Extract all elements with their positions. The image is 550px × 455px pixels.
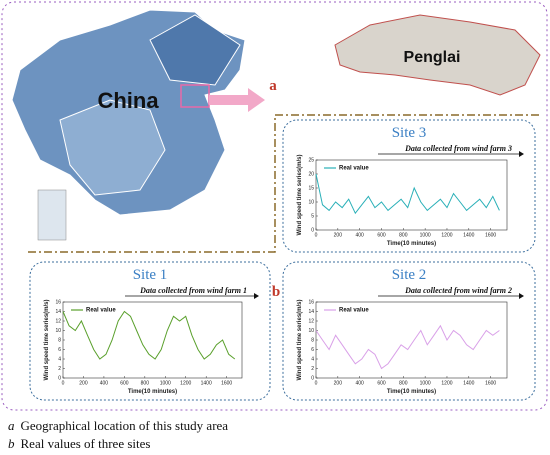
x-tick-label: 1600 — [221, 380, 232, 386]
china-region — [149, 14, 241, 86]
arrow-head — [519, 151, 524, 157]
x-tick-label: 800 — [399, 380, 408, 386]
y-tick-label: 14 — [55, 309, 61, 315]
legend-label: Real value — [86, 308, 116, 314]
caption-text: Real values of three sites — [21, 436, 151, 451]
x-tick-label: 1000 — [160, 380, 171, 386]
x-tick-label: 1000 — [420, 380, 431, 386]
y-tick-label: 0 — [311, 375, 314, 381]
arrow — [209, 88, 265, 112]
annotation: Data collected from wind farm 3 — [404, 144, 512, 153]
x-tick-label: 800 — [399, 232, 408, 238]
caption-text: Geographical location of this study area — [21, 418, 229, 433]
x-tick-label: 200 — [334, 232, 343, 238]
legend-label: Real value — [339, 308, 369, 314]
x-tick-label: 1600 — [485, 380, 496, 386]
y-tick-label: 4 — [58, 356, 61, 362]
y-tick-label: 20 — [308, 171, 314, 177]
y-tick-label: 15 — [308, 185, 314, 191]
y-tick-label: 0 — [311, 227, 314, 233]
x-tick-label: 800 — [141, 380, 150, 386]
y-tick-label: 6 — [58, 347, 61, 353]
data-line — [62, 310, 236, 360]
x-axis-label: Time(10 minutes) — [387, 389, 436, 395]
x-axis-label: Time(10 minutes) — [387, 241, 436, 247]
y-tick-label: 25 — [308, 157, 314, 163]
x-tick-label: 400 — [355, 380, 364, 386]
caption-letter: a — [8, 418, 15, 433]
x-tick-label: 200 — [334, 380, 343, 386]
china-region — [59, 99, 166, 196]
x-tick-label: 1400 — [463, 380, 474, 386]
x-tick-label: 0 — [62, 380, 65, 386]
arrow-head — [519, 293, 524, 299]
panel-letter: a — [269, 78, 277, 94]
x-axis-label: Time(10 minutes) — [128, 389, 177, 395]
x-tick-label: 400 — [355, 232, 364, 238]
legend-label: Real value — [339, 166, 369, 172]
y-tick-label: 0 — [58, 375, 61, 381]
y-tick-label: 12 — [55, 318, 61, 324]
y-tick-label: 5 — [311, 213, 314, 219]
y-tick-label: 12 — [308, 318, 314, 324]
y-tick-label: 16 — [55, 299, 61, 305]
x-tick-label: 600 — [377, 380, 386, 386]
chart-title: Site 3 — [392, 125, 427, 141]
caption: b Real values of three sites — [8, 436, 150, 451]
data-line — [315, 324, 500, 370]
y-tick-label: 6 — [311, 347, 314, 353]
x-tick-label: 1200 — [180, 380, 191, 386]
data-line — [315, 173, 500, 215]
chart-title: Site 2 — [392, 267, 427, 283]
y-axis-label: Wind speed time series(m/s) — [297, 155, 303, 236]
annotation: Data collected from wind farm 1 — [139, 286, 247, 295]
y-axis-label: Wind speed time series(m/s) — [44, 300, 50, 381]
x-tick-label: 0 — [315, 232, 318, 238]
x-tick-label: 1400 — [201, 380, 212, 386]
chart-frame — [282, 261, 536, 401]
y-tick-label: 8 — [58, 337, 61, 343]
y-axis-label: Wind speed time series(m/s) — [297, 300, 303, 381]
caption: a Geographical location of this study are… — [8, 418, 228, 433]
x-tick-label: 600 — [377, 232, 386, 238]
annotation: Data collected from wind farm 2 — [404, 286, 512, 295]
chart-frame — [282, 119, 536, 253]
x-tick-label: 1400 — [463, 232, 474, 238]
outer-frame — [1, 1, 548, 411]
arrow-head — [254, 293, 259, 299]
y-tick-label: 2 — [58, 366, 61, 372]
chart-title: Site 1 — [133, 267, 168, 283]
x-tick-label: 400 — [100, 380, 109, 386]
y-tick-label: 8 — [311, 337, 314, 343]
y-tick-label: 10 — [55, 328, 61, 334]
x-tick-label: 600 — [120, 380, 129, 386]
x-tick-label: 200 — [79, 380, 88, 386]
y-tick-label: 4 — [311, 356, 314, 362]
x-tick-label: 0 — [315, 380, 318, 386]
penglai-label: Penglai — [404, 49, 461, 66]
chart-frame — [29, 261, 271, 401]
caption-letter: b — [8, 436, 15, 451]
divider — [28, 114, 540, 253]
china-label: China — [97, 88, 159, 113]
x-tick-label: 1200 — [441, 380, 452, 386]
plot-area — [315, 159, 508, 231]
x-tick-label: 1600 — [485, 232, 496, 238]
penglai-map — [334, 14, 541, 96]
x-tick-label: 1200 — [441, 232, 452, 238]
panel-letter: b — [272, 284, 280, 300]
y-tick-label: 2 — [311, 366, 314, 372]
x-tick-label: 1000 — [420, 232, 431, 238]
inset-map — [37, 189, 67, 241]
y-tick-label: 16 — [308, 299, 314, 305]
y-tick-label: 10 — [308, 199, 314, 205]
y-tick-label: 14 — [308, 309, 314, 315]
y-tick-label: 10 — [308, 328, 314, 334]
